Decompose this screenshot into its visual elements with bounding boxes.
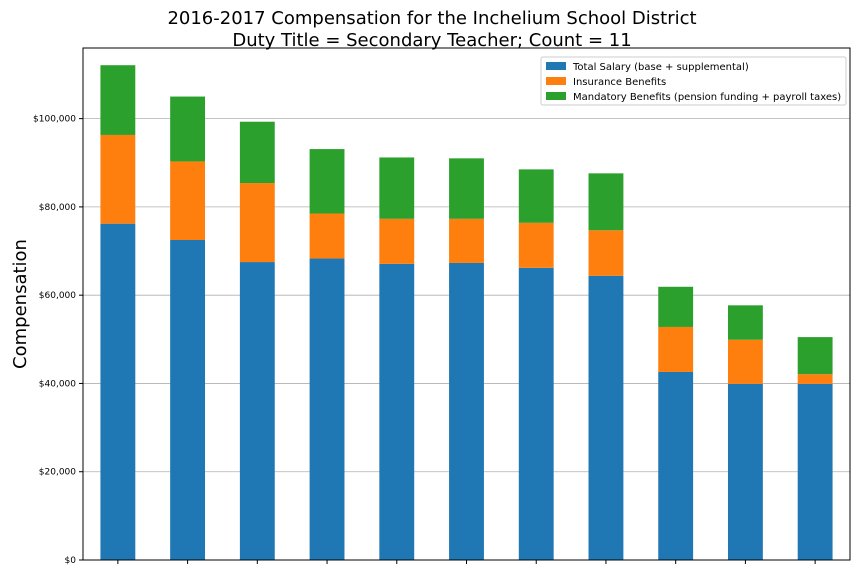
bar-segment-series-1 <box>658 371 694 560</box>
bar-segment-series-2 <box>449 218 484 263</box>
chart-subtitle: Duty Title = Secondary Teacher; Count = … <box>232 30 632 51</box>
bar-segment-series-2 <box>658 326 694 372</box>
bar-segment-series-1 <box>239 262 275 560</box>
bar-segment-series-1 <box>518 267 554 560</box>
y-tick-label: $80,000 <box>39 203 76 213</box>
bar-segment-series-2 <box>379 218 415 264</box>
bar-segment-series-2 <box>727 339 763 384</box>
bar-segment-series-3 <box>727 305 763 340</box>
y-tick-label: $0 <box>65 556 77 566</box>
bar-segment-series-3 <box>797 337 833 375</box>
bar-segment-series-1 <box>797 383 833 560</box>
y-tick-label: $20,000 <box>39 468 76 478</box>
bars <box>100 65 833 561</box>
bar-segment-series-3 <box>100 65 136 135</box>
bar-segment-series-3 <box>239 121 275 184</box>
legend-entry-label: Insurance Benefits <box>573 77 666 88</box>
bar-segment-series-1 <box>727 383 763 560</box>
y-tick-label: $100,000 <box>33 115 76 125</box>
bar-segment-series-2 <box>797 374 833 384</box>
y-tick-label: $40,000 <box>39 379 76 389</box>
bar-segment-series-3 <box>449 158 484 219</box>
bar-segment-series-2 <box>239 183 275 263</box>
y-tick-label: $60,000 <box>39 291 76 301</box>
legend-entry-label: Mandatory Benefits (pension funding + pa… <box>573 92 841 103</box>
bar-segment-series-3 <box>170 96 206 162</box>
bar-segment-series-1 <box>100 223 136 561</box>
bar-segment-series-2 <box>100 134 136 224</box>
legend: Total Salary (base + supplemental) Insura… <box>540 56 847 106</box>
bar-segment-series-1 <box>588 275 624 560</box>
legend-entry-label: Total Salary (base + supplemental) <box>572 62 749 73</box>
legend-swatch <box>546 77 566 85</box>
bar-segment-series-2 <box>588 230 624 276</box>
bar-segment-series-2 <box>518 222 554 268</box>
bar-segment-series-3 <box>658 286 694 327</box>
legend-swatch <box>546 92 566 100</box>
legend-swatch <box>546 62 566 70</box>
bar-segment-series-1 <box>379 263 415 560</box>
chart-title: 2016-2017 Compensation for the Inchelium… <box>167 8 697 29</box>
bar-segment-series-1 <box>170 240 206 560</box>
legend-box <box>540 56 847 106</box>
bar-segment-series-3 <box>518 169 554 223</box>
axes: $0 $20,000 $40,000 $60,000 $80,000 $100,000 <box>33 115 816 566</box>
y-axis-label: Compensation <box>10 239 31 369</box>
bar-segment-series-3 <box>309 149 345 214</box>
bar-segment-series-2 <box>309 213 345 259</box>
bar-segment-series-2 <box>170 161 206 240</box>
bar-segment-series-3 <box>379 157 415 219</box>
bar-segment-series-1 <box>309 258 345 560</box>
bar-segment-series-1 <box>449 262 484 560</box>
bar-segment-series-3 <box>588 173 624 231</box>
